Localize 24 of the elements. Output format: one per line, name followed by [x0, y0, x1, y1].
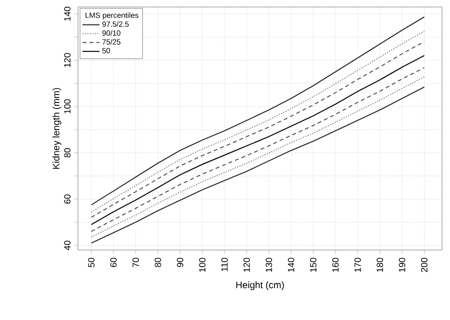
x-tick-label: 80 — [154, 258, 162, 268]
x-tick-label: 190 — [398, 258, 406, 272]
x-tick-label: 60 — [110, 258, 117, 268]
y-tick-label: 80 — [64, 148, 71, 158]
x-tick-label: 50 — [88, 258, 94, 268]
y-tick-label: 40 — [64, 240, 71, 250]
y-tick-label: 140 — [64, 6, 71, 21]
x-tick-label: 120 — [244, 258, 250, 272]
x-tick-label: 70 — [132, 258, 139, 268]
x-tick-label: 100 — [199, 258, 206, 272]
x-tick-label: 110 — [221, 258, 228, 272]
x-tick-label: 160 — [332, 258, 339, 272]
y-tick-label: 120 — [64, 53, 71, 68]
x-tick-label: 180 — [376, 258, 384, 272]
x-tick-label: 130 — [266, 258, 272, 272]
y-axis-title: Kidney length (mm) — [52, 88, 62, 169]
x-tick-label: 200 — [421, 258, 428, 272]
x-tick-label: 170 — [354, 258, 361, 272]
x-tick-label: 140 — [288, 258, 294, 272]
x-tick-label: 90 — [176, 258, 184, 268]
x-tick-label: 150 — [310, 258, 316, 272]
x-axis-title: Height (cm) — [236, 281, 284, 290]
y-tick-label: 100 — [64, 99, 71, 114]
y-tick-label: 60 — [64, 194, 71, 204]
